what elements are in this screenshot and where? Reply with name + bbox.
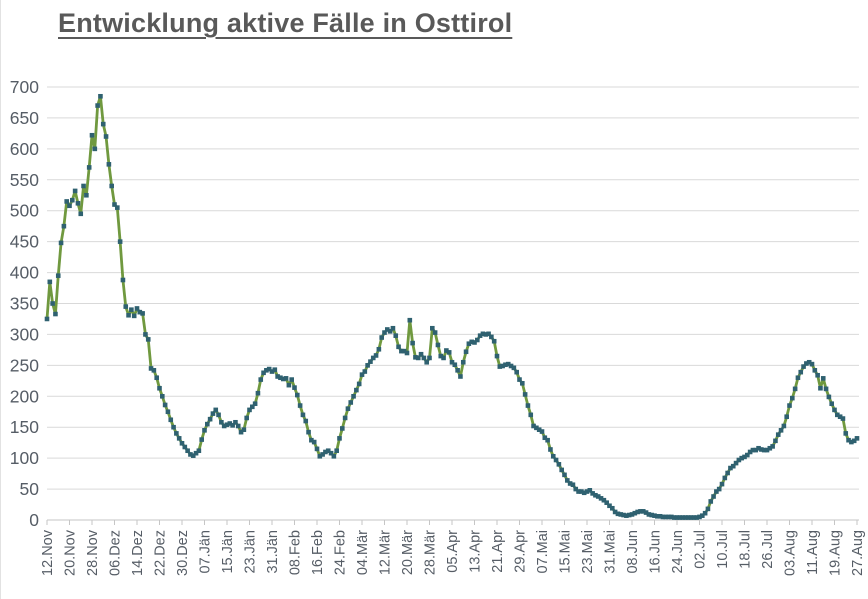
- x-tick-label: 19.Aug: [828, 530, 844, 576]
- x-tick-label: 16.Jun: [648, 530, 664, 574]
- x-tick-label: 27.Aug: [850, 530, 866, 576]
- x-tick-label: 08.Jun: [625, 530, 641, 574]
- x-tick-label: 31.Jän: [265, 530, 281, 574]
- y-tick-label: 550: [10, 170, 39, 190]
- x-tick-label: 16.Feb: [310, 530, 326, 575]
- x-tick-label: 28.Mär: [423, 530, 439, 575]
- y-tick-label: 300: [10, 324, 39, 344]
- y-tick-label: 700: [10, 77, 39, 97]
- x-tick-label: 08.Feb: [288, 530, 304, 575]
- y-tick-label: 100: [10, 448, 39, 468]
- x-tick-label: 15.Jän: [220, 530, 236, 574]
- y-tick-label: 400: [10, 263, 39, 283]
- y-tick-label: 200: [10, 386, 39, 406]
- y-tick-label: 500: [10, 201, 39, 221]
- y-tick-label: 350: [10, 294, 39, 314]
- x-tick-label: 18.Jul: [738, 530, 754, 569]
- x-tick-label: 10.Jul: [715, 530, 731, 569]
- x-tick-label: 24.Jun: [670, 530, 686, 574]
- x-tick-label: 14.Dez: [130, 530, 146, 576]
- y-tick-label: 600: [10, 139, 39, 159]
- x-tick-label: 12.Nov: [40, 529, 56, 576]
- y-tick-label: 150: [10, 417, 39, 437]
- gridlines: [47, 86, 859, 490]
- series-markers: [44, 93, 860, 520]
- x-tick-label: 31.Mai: [603, 530, 619, 574]
- y-axis-labels: 0 50 100 150 200 250 300 350 400 450 500 550 600 650 7…: [10, 77, 39, 530]
- x-tick-label: 24.Feb: [333, 530, 349, 575]
- x-tick-label: 22.Dez: [153, 530, 169, 576]
- x-tick-label: 12.Mär: [378, 530, 394, 575]
- x-tick-label: 13.Apr: [468, 530, 484, 573]
- x-tick-label: 23.Jän: [243, 530, 259, 574]
- x-tick-label: 30.Dez: [175, 530, 191, 576]
- x-tick-label: 26.Jul: [760, 530, 776, 569]
- x-tick-label: 11.Aug: [805, 530, 821, 575]
- x-tick-label: 23.Mai: [580, 530, 596, 574]
- x-tick-label: 05.Apr: [445, 530, 461, 573]
- series-line: [45, 94, 859, 519]
- x-tick-label: 28.Nov: [85, 529, 101, 576]
- x-tick-label: 07.Jän: [198, 530, 214, 574]
- y-tick-label: 0: [29, 510, 39, 530]
- x-tick-label: 20.Nov: [63, 529, 79, 576]
- x-axis-labels: 12.Nov 20.Nov 28.Nov 06.Dez 14.Dez 22.Dez 30.D…: [40, 529, 866, 576]
- y-tick-label: 650: [10, 108, 39, 128]
- y-tick-label: 250: [10, 355, 39, 375]
- x-tick-label: 07.Mai: [535, 530, 551, 574]
- x-tick-label: 03.Aug: [783, 530, 799, 576]
- x-tick-label: 06.Dez: [108, 530, 124, 576]
- x-tick-label: 20.Mär: [400, 530, 416, 575]
- y-tick-label: 50: [20, 479, 40, 499]
- chart-title: Entwicklung aktive Fälle in Osttirol: [58, 8, 513, 38]
- x-tick-label: 04.Mär: [355, 530, 371, 575]
- x-tick-label: 02.Jul: [693, 530, 709, 569]
- x-tick-label: 15.Mai: [558, 530, 574, 574]
- x-tick-label: 21.Apr: [490, 530, 506, 573]
- x-axis-ticks: [46, 520, 858, 525]
- y-tick-label: 450: [10, 232, 39, 252]
- x-tick-label: 29.Apr: [513, 530, 529, 573]
